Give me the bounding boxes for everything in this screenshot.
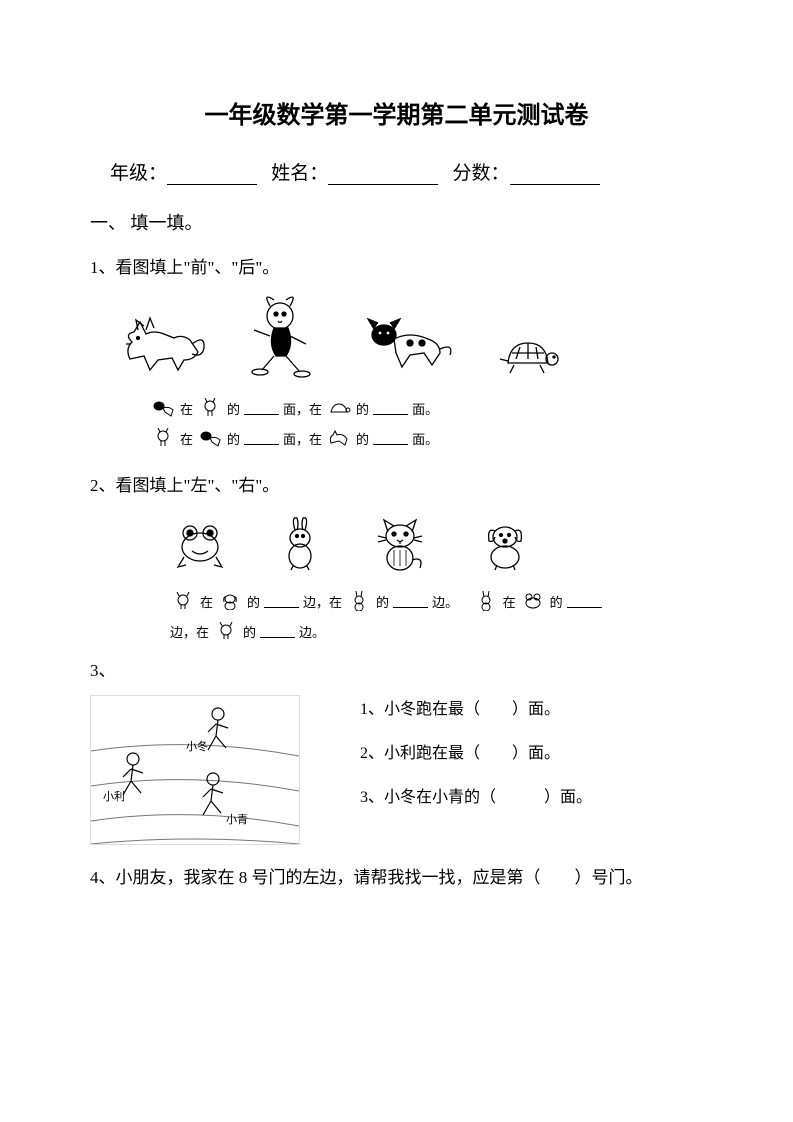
text: 的 [356, 429, 369, 448]
text: 在 [200, 592, 213, 611]
turtle-mini-icon [326, 397, 352, 419]
q1-fill-line-1: 在 的 面，在 的 面。 [150, 397, 703, 419]
blank[interactable] [567, 594, 602, 608]
bunny-mini-icon [473, 590, 499, 612]
blank[interactable] [373, 401, 408, 415]
puppy-icon [475, 517, 535, 572]
q3-content: 小冬 小利 小青 1、小冬跑在最（ ）面。 2、小利跑在最（ ）面。 3、小冬在… [90, 695, 703, 845]
dog-mini-icon [197, 427, 223, 449]
fox-mini-icon [326, 427, 352, 449]
score-blank[interactable] [510, 165, 600, 185]
rabbit-mini-icon [197, 397, 223, 419]
q3-item-3: 3、小冬在小青的（ ）面。 [360, 783, 592, 807]
frog-mini-icon [520, 590, 546, 612]
q2-animal-row [170, 512, 703, 572]
text: 面，在 [283, 399, 322, 418]
rabbit-icon [240, 294, 330, 379]
grade-blank[interactable] [167, 165, 257, 185]
text: 边，在 [303, 592, 342, 611]
q1-prompt: 1、看图填上"前"、"后"。 [90, 253, 703, 278]
score-label: 分数： [453, 163, 510, 184]
text: 的 [247, 592, 260, 611]
blank[interactable] [244, 431, 279, 445]
text: 的 [243, 622, 256, 641]
puppy-mini-icon [217, 590, 243, 612]
q1-fill-line-2: 在 的 面，在 的 面。 [150, 427, 703, 449]
blank[interactable] [260, 624, 295, 638]
text: 面。 [412, 429, 438, 448]
q2-prompt: 2、看图填上"左"、"右"。 [90, 471, 703, 496]
text: 的 [227, 399, 240, 418]
blank[interactable] [244, 401, 279, 415]
label-xiaoqing: 小青 [226, 811, 248, 827]
q3-item-2: 2、小利跑在最（ ）面。 [360, 739, 592, 763]
text: 的 [376, 592, 389, 611]
cat-mini-icon [170, 590, 196, 612]
bunny-mini-icon [346, 590, 372, 612]
text: 面，在 [283, 429, 322, 448]
text: 边，在 [170, 622, 209, 641]
text: 边。 [432, 592, 458, 611]
q3-item-1: 1、小冬跑在最（ ）面。 [360, 695, 592, 719]
blank[interactable] [393, 594, 428, 608]
cat-icon [370, 512, 430, 572]
dog-icon [360, 309, 460, 379]
q3-sub-questions: 1、小冬跑在最（ ）面。 2、小利跑在最（ ）面。 3、小冬在小青的（ ）面。 [360, 695, 592, 827]
rabbit-mini-icon [150, 427, 176, 449]
q3-running-image: 小冬 小利 小青 [90, 695, 300, 845]
blank[interactable] [373, 431, 408, 445]
bunny-icon [275, 512, 325, 572]
name-blank[interactable] [328, 165, 438, 185]
dog-mini-icon [150, 397, 176, 419]
blank[interactable] [264, 594, 299, 608]
label-xiaodong: 小冬 [186, 738, 208, 754]
q2-fill-line-2: 边，在 的 边。 [170, 620, 703, 642]
frog-icon [170, 517, 230, 572]
text: 在 [180, 399, 193, 418]
text: 边。 [299, 622, 325, 641]
grade-label: 年级： [110, 163, 167, 184]
text: 在 [180, 429, 193, 448]
q4-text: 4、小朋友，我家在 8 号门的左边，请帮我找一找，应是第（ ）号门。 [90, 863, 703, 894]
student-info-line: 年级： 姓名： 分数： [90, 158, 703, 185]
text: 在 [503, 592, 516, 611]
fox-icon [120, 304, 210, 379]
q1-animal-row [120, 294, 703, 379]
q2-fill-line-1: 在 的 边，在 的 边。 在 的 [170, 590, 703, 612]
name-label: 姓名： [271, 163, 328, 184]
label-xiaoli: 小利 [103, 788, 125, 804]
section-1-heading: 一、 填一填。 [90, 209, 703, 235]
page-title: 一年级数学第一学期第二单元测试卷 [90, 95, 703, 130]
q3-prompt: 3、 [90, 656, 703, 681]
text: 的 [356, 399, 369, 418]
cat-mini-icon [213, 620, 239, 642]
text: 的 [550, 592, 563, 611]
text: 的 [227, 429, 240, 448]
turtle-icon [490, 329, 565, 379]
text: 面。 [412, 399, 438, 418]
